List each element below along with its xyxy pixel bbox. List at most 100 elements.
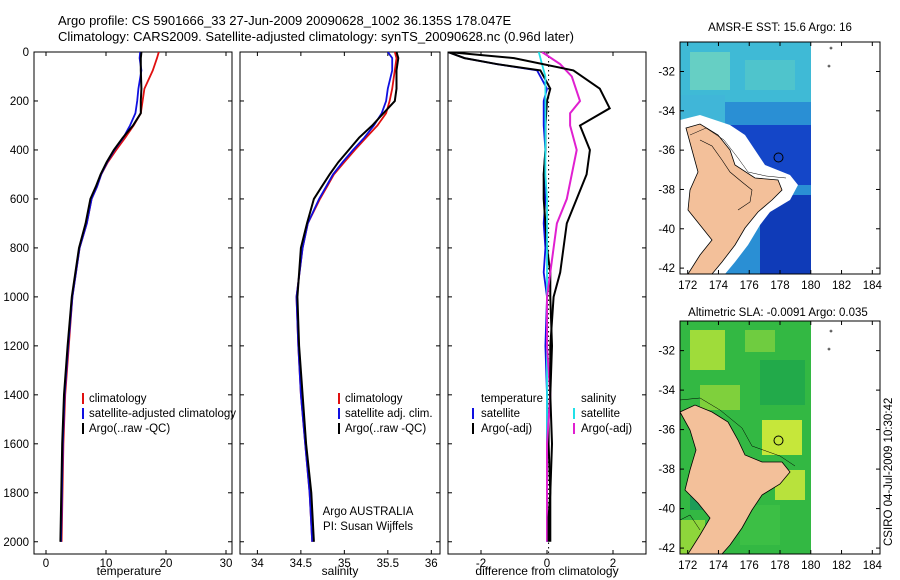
depth-tick-label: 1200 [3, 341, 29, 353]
title-line-1: Argo profile: CS 5901666_33 27-Jun-2009 … [58, 13, 512, 28]
map-ytick-label: -32 [658, 66, 675, 78]
map-ytick-label: -38 [658, 464, 675, 476]
sla-map-field [680, 321, 880, 554]
map-xtick-label: 182 [832, 280, 851, 292]
depth-tick-label: 400 [10, 145, 29, 157]
map-xtick-label: 180 [801, 280, 820, 292]
legend-label-satellite: satellite adj. clim. [345, 408, 433, 420]
legend-header-temperature: temperature [481, 393, 543, 405]
sst-map-title: AMSR-E SST: 15.6 Argo: 16 [708, 22, 852, 34]
salinity-legend: climatology satellite adj. clim. Argo(..… [338, 393, 433, 435]
salinity-xtick-label: 34 [251, 558, 264, 570]
salinity-xtick-label: 35 [338, 558, 351, 570]
sla-float-marker [773, 435, 784, 446]
salinity-x-axis: 34 34.5 35 35.5 36 [240, 51, 440, 570]
map-ytick-label: -34 [658, 385, 675, 397]
temperature-xtick-label: 20 [160, 558, 173, 570]
salinity-xtick-label: 36 [425, 558, 438, 570]
temperature-xtick-label: 10 [100, 558, 113, 570]
difference-x-axis: -2 0 2 [448, 51, 646, 570]
map-ytick-label: -42 [658, 543, 675, 555]
legend-label-sal-satellite: satellite [581, 408, 620, 420]
depth-tick-label: 1000 [3, 292, 29, 304]
sla-map-axes: 172 174 176 178 180 182 184 -32 -34 -36 -38 -40 -42 [658, 321, 883, 572]
legend-label-argo: Argo(..raw -QC) [345, 423, 426, 435]
difference-lines [448, 52, 612, 542]
difference-xtick-label: 2 [610, 558, 616, 570]
salinity-series-argo-raw-qc- [296, 52, 400, 542]
legend-label-climatology: climatology [345, 393, 403, 405]
difference-series-salinity-argo-adj- [541, 52, 582, 542]
legend-label-argo: Argo(..raw -QC) [89, 423, 170, 435]
difference-series-temperature-argo-adj- [448, 52, 554, 542]
map-xtick-label: 176 [740, 280, 759, 292]
depth-tick-label: 2000 [3, 537, 29, 549]
depth-tick-label: 1600 [3, 439, 29, 451]
sla-map-title: Altimetric SLA: -0.0091 Argo: 0.035 [688, 307, 868, 319]
map-xtick-label: 174 [709, 280, 729, 292]
map-xtick-label: 178 [770, 280, 789, 292]
temperature-x-axis: 0 10 20 30 [34, 51, 233, 570]
map-xtick-label: 174 [709, 560, 729, 572]
map-ytick-label: -34 [658, 106, 675, 118]
difference-legend: temperature salinity satellite Argo(-adj… [472, 393, 632, 435]
salinity-xlabel: salinity [322, 564, 359, 578]
csiro-timestamp: CSIRO 04-Jul-2009 10:30:42 [883, 398, 895, 546]
depth-tick-label: 1400 [3, 390, 29, 402]
map-ytick-label: -42 [658, 263, 675, 275]
difference-series-temperature-satellite [448, 52, 548, 542]
map-xtick-label: 172 [678, 560, 697, 572]
temperature-axes [33, 51, 233, 555]
depth-axis: 0 200 400 600 800 1000 1200 1400 1600 1800 2000 [3, 47, 29, 549]
map-ytick-label: -32 [658, 346, 675, 358]
difference-xtick-label: -2 [476, 558, 486, 570]
legend-label-temp-argo: Argo(-adj) [481, 423, 532, 435]
temperature-xtick-label: 30 [220, 558, 233, 570]
temperature-lines [59, 52, 160, 542]
legend-label-satellite: satellite-adjusted climatology [89, 408, 236, 420]
depth-tick-label: 0 [23, 47, 29, 59]
salinity-xtick-label: 35.5 [377, 558, 399, 570]
temperature-xlabel: temperature [97, 564, 162, 578]
salinity-axes [239, 51, 441, 555]
map-xtick-label: 172 [678, 280, 697, 292]
temperature-series-argo-raw-qc- [59, 52, 143, 542]
sst-float-marker [773, 152, 784, 163]
map-xtick-label: 182 [832, 560, 851, 572]
map-ytick-label: -40 [658, 224, 675, 236]
salinity-xtick-label: 34.5 [290, 558, 312, 570]
map-xtick-label: 184 [863, 280, 883, 292]
map-ytick-label: -40 [658, 504, 675, 516]
map-xtick-label: 180 [801, 560, 820, 572]
salinity-series-climatology [295, 52, 398, 542]
difference-xtick-label: 0 [544, 558, 550, 570]
argo-program-label: Argo AUSTRALIA [323, 506, 414, 518]
difference-xlabel: difference from climatology [475, 564, 618, 578]
map-ytick-label: -36 [658, 425, 675, 437]
map-xtick-label: 176 [740, 560, 759, 572]
pi-label: PI: Susan Wijffels [323, 521, 413, 533]
map-ytick-label: -36 [658, 145, 675, 157]
depth-tick-label: 600 [10, 194, 29, 206]
depth-tick-label: 1800 [3, 488, 29, 500]
temperature-series-climatology [60, 52, 160, 542]
depth-tick-label: 200 [10, 96, 29, 108]
title-line-2: Climatology: CARS2009. Satellite-adjuste… [58, 29, 574, 44]
legend-label-sal-argo: Argo(-adj) [581, 423, 632, 435]
temperature-legend: climatology satellite-adjusted climatolo… [82, 393, 236, 435]
legend-header-salinity: salinity [581, 393, 616, 405]
difference-series-salinity-satellite [537, 52, 548, 542]
legend-label-temp-satellite: satellite [481, 408, 520, 420]
salinity-series-satellite-adj-clim- [295, 52, 394, 542]
difference-series-salinity-like-black [448, 52, 612, 542]
map-ytick-label: -38 [658, 184, 675, 196]
temperature-xtick-label: 0 [43, 558, 49, 570]
salinity-lines [295, 52, 400, 542]
map-xtick-label: 184 [863, 560, 883, 572]
sst-map-axes: 172 174 176 178 180 182 184 -32 -34 -36 -38 -40 -42 [658, 42, 883, 292]
depth-tick-label: 800 [10, 243, 29, 255]
legend-label-climatology: climatology [89, 393, 147, 405]
sst-map-field [680, 42, 880, 274]
temperature-series-satellite-adjusted-climatology [60, 52, 143, 542]
